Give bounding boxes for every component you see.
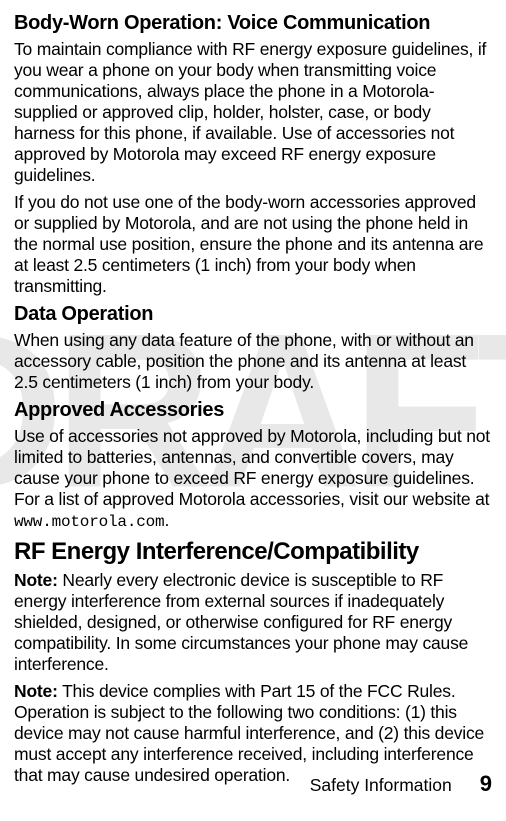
note-label-2: Note: bbox=[14, 681, 58, 701]
note-label-1: Note: bbox=[14, 570, 58, 590]
section-heading-approved-accessories: Approved Accessories bbox=[14, 399, 492, 422]
rf-energy-paragraph-2: Note: This device complies with Part 15 … bbox=[14, 681, 492, 786]
approved-text-b: . bbox=[164, 510, 169, 530]
body-worn-paragraph-1: To maintain compliance with RF energy ex… bbox=[14, 39, 492, 186]
approved-accessories-paragraph-1: Use of accessories not approved by Motor… bbox=[14, 426, 492, 532]
approved-text-a: Use of accessories not approved by Motor… bbox=[14, 426, 490, 509]
body-worn-paragraph-2: If you do not use one of the body-worn a… bbox=[14, 192, 492, 297]
section-heading-rf-energy: RF Energy Interference/Compatibility bbox=[14, 538, 492, 566]
section-heading-data-operation: Data Operation bbox=[14, 303, 492, 326]
page-content: Body-Worn Operation: Voice Communication… bbox=[14, 12, 492, 786]
rf-energy-paragraph-1: Note: Nearly every electronic device is … bbox=[14, 570, 492, 675]
rf-note2-text: This device complies with Part 15 of the… bbox=[14, 681, 484, 785]
rf-note1-text: Nearly every electronic device is suscep… bbox=[14, 570, 468, 674]
motorola-url: www.motorola.com bbox=[14, 513, 164, 531]
data-operation-paragraph-1: When using any data feature of the phone… bbox=[14, 330, 492, 393]
section-heading-body-worn: Body-Worn Operation: Voice Communication bbox=[14, 12, 492, 35]
